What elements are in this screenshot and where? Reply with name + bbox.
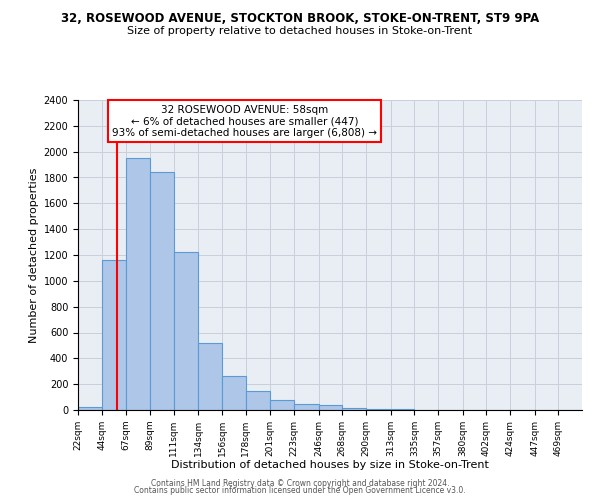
X-axis label: Distribution of detached houses by size in Stoke-on-Trent: Distribution of detached houses by size …: [171, 460, 489, 470]
Text: Size of property relative to detached houses in Stoke-on-Trent: Size of property relative to detached ho…: [127, 26, 473, 36]
Bar: [294, 404, 319, 410]
Text: 32 ROSEWOOD AVENUE: 58sqm
← 6% of detached houses are smaller (447)
93% of semi-: 32 ROSEWOOD AVENUE: 58sqm ← 6% of detach…: [112, 104, 377, 138]
Text: Contains public sector information licensed under the Open Government Licence v3: Contains public sector information licen…: [134, 486, 466, 495]
Bar: [127, 158, 150, 410]
Bar: [366, 408, 391, 410]
Bar: [78, 407, 101, 410]
Bar: [222, 376, 245, 410]
Bar: [271, 400, 294, 410]
Bar: [150, 172, 173, 410]
Text: 32, ROSEWOOD AVENUE, STOCKTON BROOK, STOKE-ON-TRENT, ST9 9PA: 32, ROSEWOOD AVENUE, STOCKTON BROOK, STO…: [61, 12, 539, 26]
Bar: [101, 260, 127, 410]
Bar: [173, 252, 199, 410]
Bar: [319, 406, 343, 410]
Text: Contains HM Land Registry data © Crown copyright and database right 2024.: Contains HM Land Registry data © Crown c…: [151, 478, 449, 488]
Y-axis label: Number of detached properties: Number of detached properties: [29, 168, 40, 342]
Bar: [199, 343, 222, 410]
Bar: [245, 390, 271, 410]
Bar: [343, 408, 366, 410]
